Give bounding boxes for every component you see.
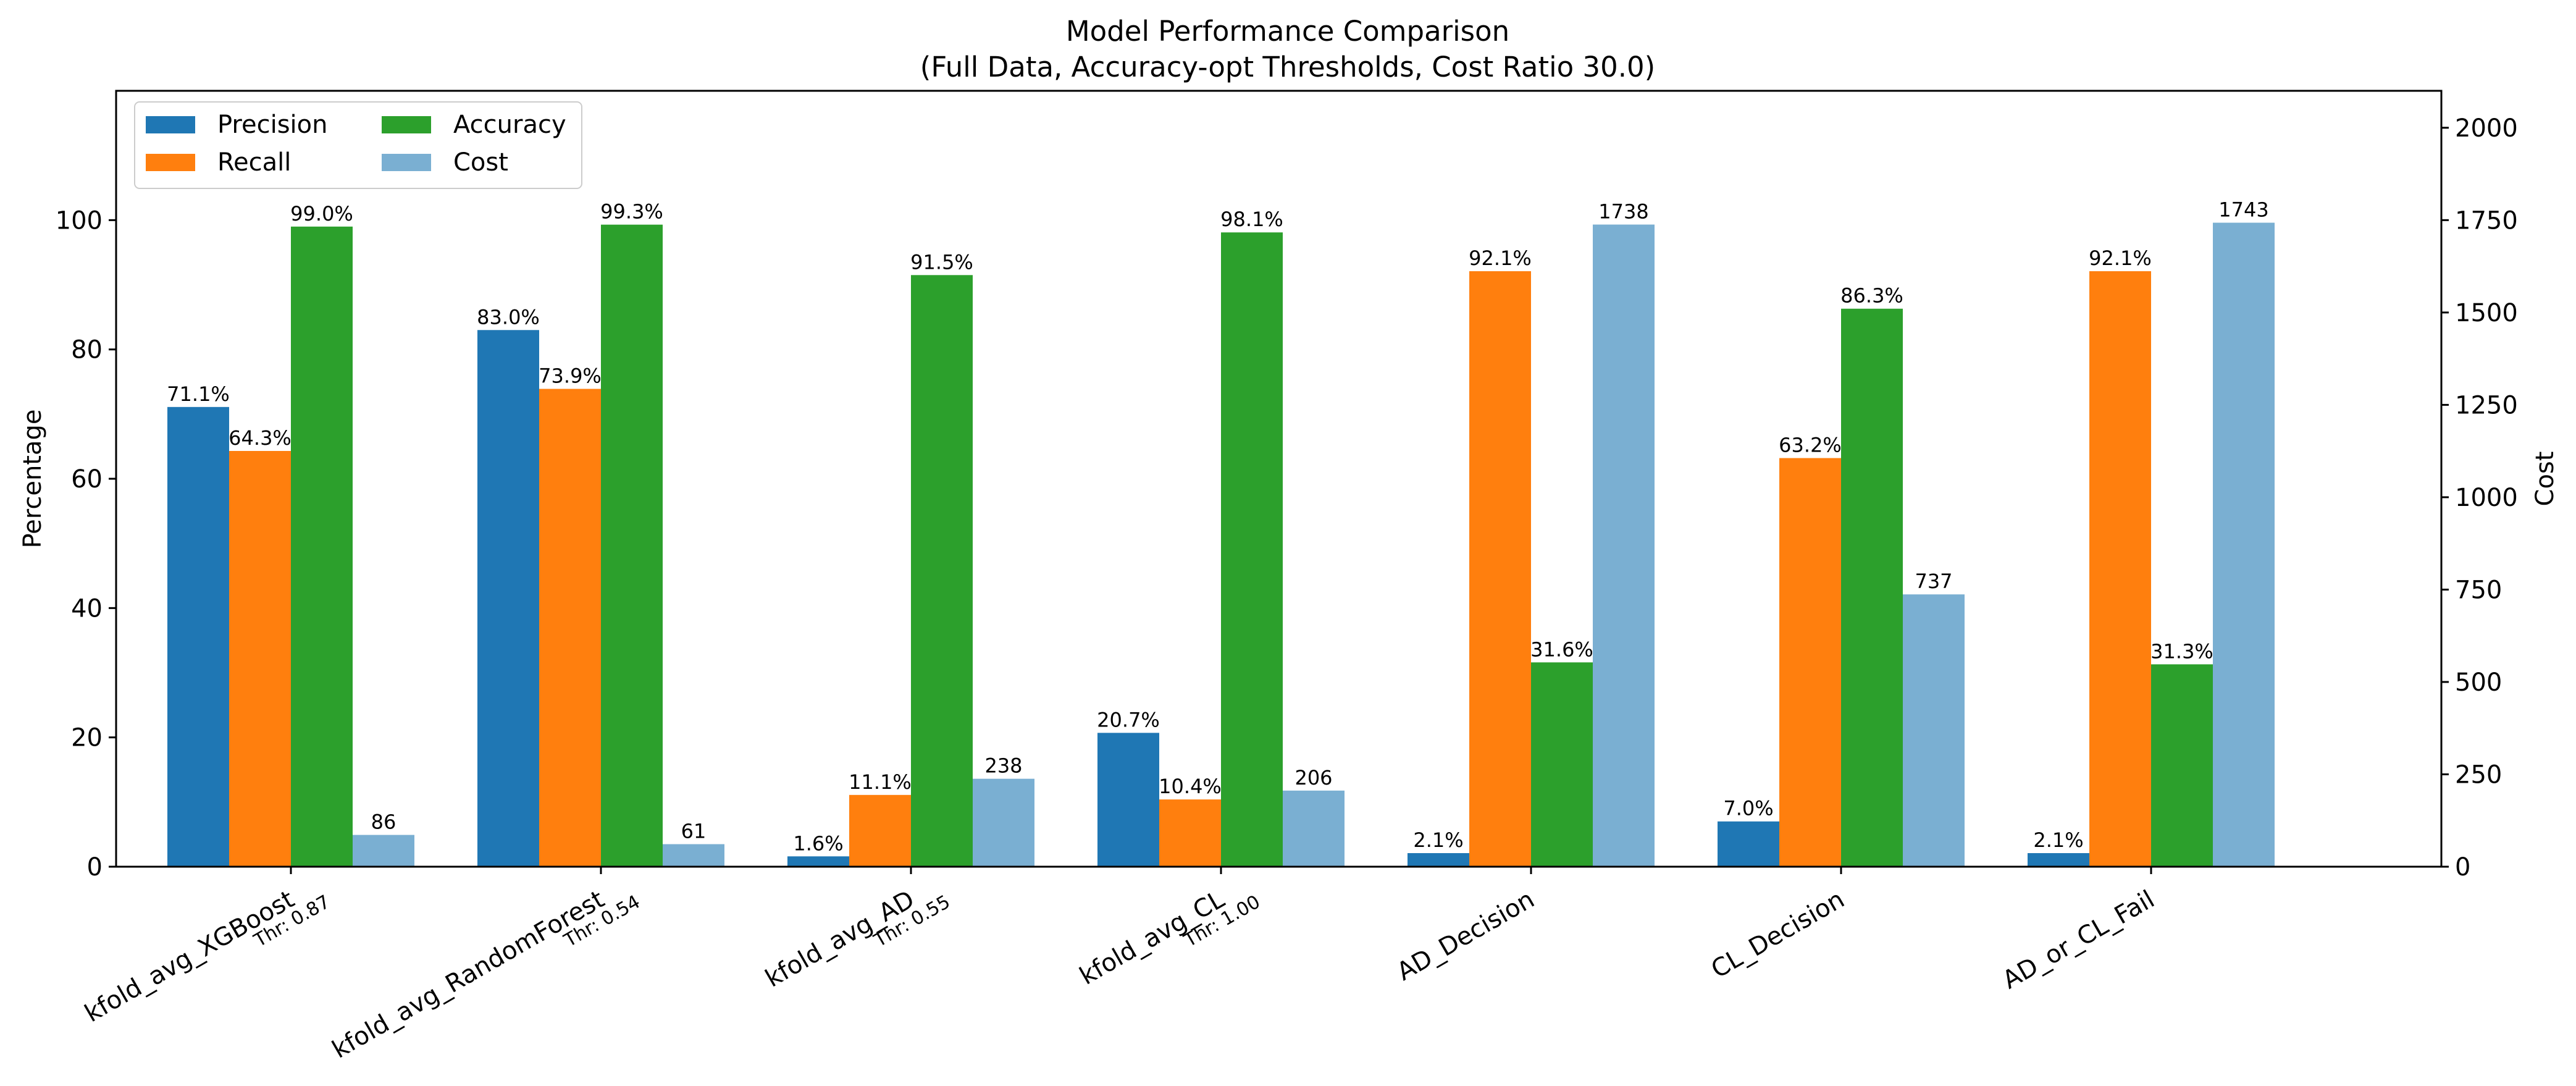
y-tick-label-1: 20 <box>71 724 103 752</box>
bar-label-accuracy-6: 31.3% <box>2150 639 2213 663</box>
bar-accuracy-6 <box>2151 664 2213 867</box>
bar-cost-5 <box>1903 594 1965 867</box>
legend-swatch-cost <box>382 154 431 171</box>
x-tick-label-6: AD_or_CL_Fail <box>1998 885 2159 995</box>
bar-recall-6 <box>2089 271 2151 867</box>
bar-cost-3 <box>1283 790 1345 867</box>
bars-group: 71.1% 83.0% 1.6% 20.7% 2.1% 7.0% 2.1% 64.3% 73.9… <box>167 198 2275 867</box>
bar-label-recall-0: 64.3% <box>229 426 292 450</box>
y-tick-label-5: 100 <box>56 206 103 235</box>
axes-group: 0204060801000250500750100012501500175020… <box>19 90 2559 1064</box>
bar-precision-0 <box>167 406 229 867</box>
x-tick-label-1: kfold_avg_RandomForest <box>327 885 609 1064</box>
bar-label-recall-6: 92.1% <box>2089 246 2152 270</box>
bar-accuracy-1 <box>601 224 663 867</box>
bar-label-recall-5: 63.2% <box>1779 434 1842 457</box>
legend: Precision Recall Accuracy Cost <box>134 101 582 189</box>
bar-precision-1 <box>477 330 539 867</box>
bar-precision-3 <box>1097 733 1159 867</box>
y-tick-label-4: 80 <box>71 336 103 364</box>
bar-label-accuracy-3: 98.1% <box>1220 208 1283 231</box>
y-tick-label-0: 0 <box>87 853 103 882</box>
x-tick-label-4: AD_Decision <box>1392 885 1539 987</box>
bar-label-cost-3: 206 <box>1294 766 1332 789</box>
y-axis-label: Percentage <box>19 409 47 548</box>
bar-label-cost-0: 86 <box>371 810 396 834</box>
bar-cost-6 <box>2213 222 2275 867</box>
x-tick-label-0: kfold_avg_XGBoost <box>80 885 300 1028</box>
legend-label-accuracy: Accuracy <box>453 111 566 139</box>
bar-label-precision-5: 7.0% <box>1723 797 1773 820</box>
y2-tick-label-4: 1000 <box>2455 484 2518 512</box>
y2-tick-label-6: 1500 <box>2455 299 2518 327</box>
bar-label-precision-4: 2.1% <box>1413 828 1463 852</box>
y2-tick-label-5: 1250 <box>2455 391 2518 419</box>
legend-label-precision: Precision <box>217 111 327 139</box>
bar-label-cost-4: 1738 <box>1598 200 1648 224</box>
bar-recall-0 <box>229 450 291 867</box>
bar-label-accuracy-5: 86.3% <box>1840 284 1903 308</box>
y2-tick-label-1: 250 <box>2455 760 2502 789</box>
bar-accuracy-5 <box>1841 308 1903 867</box>
bar-label-accuracy-1: 99.3% <box>600 200 663 224</box>
legend-swatch-accuracy <box>382 116 431 133</box>
y2-tick-label-0: 0 <box>2455 853 2470 882</box>
x-tick-label-5: CL_Decision <box>1706 885 1849 984</box>
bar-label-recall-4: 92.1% <box>1469 246 1532 270</box>
bar-precision-6 <box>2028 853 2089 867</box>
bar-precision-5 <box>1718 821 1779 867</box>
legend-box <box>134 101 582 189</box>
bar-cost-4 <box>1593 224 1655 867</box>
bar-accuracy-2 <box>911 275 973 867</box>
bar-recall-5 <box>1779 458 1841 867</box>
legend-swatch-precision <box>146 116 195 133</box>
y-tick-label-2: 40 <box>71 594 103 623</box>
legend-label-cost: Cost <box>453 148 508 177</box>
bar-recall-3 <box>1159 799 1221 867</box>
bar-label-precision-0: 71.1% <box>167 382 230 406</box>
bar-label-accuracy-2: 91.5% <box>910 250 973 274</box>
chart-subtitle: (Full Data, Accuracy-opt Thresholds, Cos… <box>920 51 1655 83</box>
bar-label-cost-1: 61 <box>681 820 707 843</box>
bar-label-recall-2: 11.1% <box>849 770 912 794</box>
legend-swatch-recall <box>146 154 195 171</box>
bar-precision-2 <box>787 856 849 867</box>
bar-recall-1 <box>539 389 601 867</box>
bar-label-precision-2: 1.6% <box>793 831 843 855</box>
y-tick-label-3: 60 <box>71 465 103 494</box>
bar-accuracy-0 <box>291 226 353 867</box>
chart-title: Model Performance Comparison <box>1066 15 1509 48</box>
bar-cost-1 <box>663 844 724 867</box>
bar-label-precision-1: 83.0% <box>477 305 540 329</box>
bar-label-precision-3: 20.7% <box>1097 708 1160 731</box>
bar-accuracy-4 <box>1531 662 1593 867</box>
y2-tick-label-8: 2000 <box>2455 114 2518 143</box>
y2-axis-label: Cost <box>2531 452 2559 507</box>
y2-tick-label-7: 1750 <box>2455 206 2518 235</box>
bar-label-cost-2: 238 <box>984 754 1022 778</box>
bar-precision-4 <box>1408 853 1469 867</box>
bar-label-cost-5: 737 <box>1915 570 1952 593</box>
bar-label-precision-6: 2.1% <box>2033 828 2083 852</box>
bar-recall-2 <box>849 794 911 867</box>
bar-cost-2 <box>973 778 1034 867</box>
bar-accuracy-3 <box>1221 232 1283 867</box>
bar-label-cost-6: 1743 <box>2218 198 2268 222</box>
bar-cost-0 <box>353 835 414 867</box>
bar-label-recall-3: 10.4% <box>1159 775 1222 798</box>
y2-tick-label-3: 750 <box>2455 576 2502 604</box>
y2-tick-label-2: 500 <box>2455 668 2502 697</box>
bar-label-accuracy-4: 31.6% <box>1530 638 1593 661</box>
bar-label-recall-1: 73.9% <box>539 364 602 388</box>
legend-label-recall: Recall <box>217 148 291 177</box>
bar-label-accuracy-0: 99.0% <box>290 202 353 225</box>
bar-recall-4 <box>1469 271 1531 867</box>
